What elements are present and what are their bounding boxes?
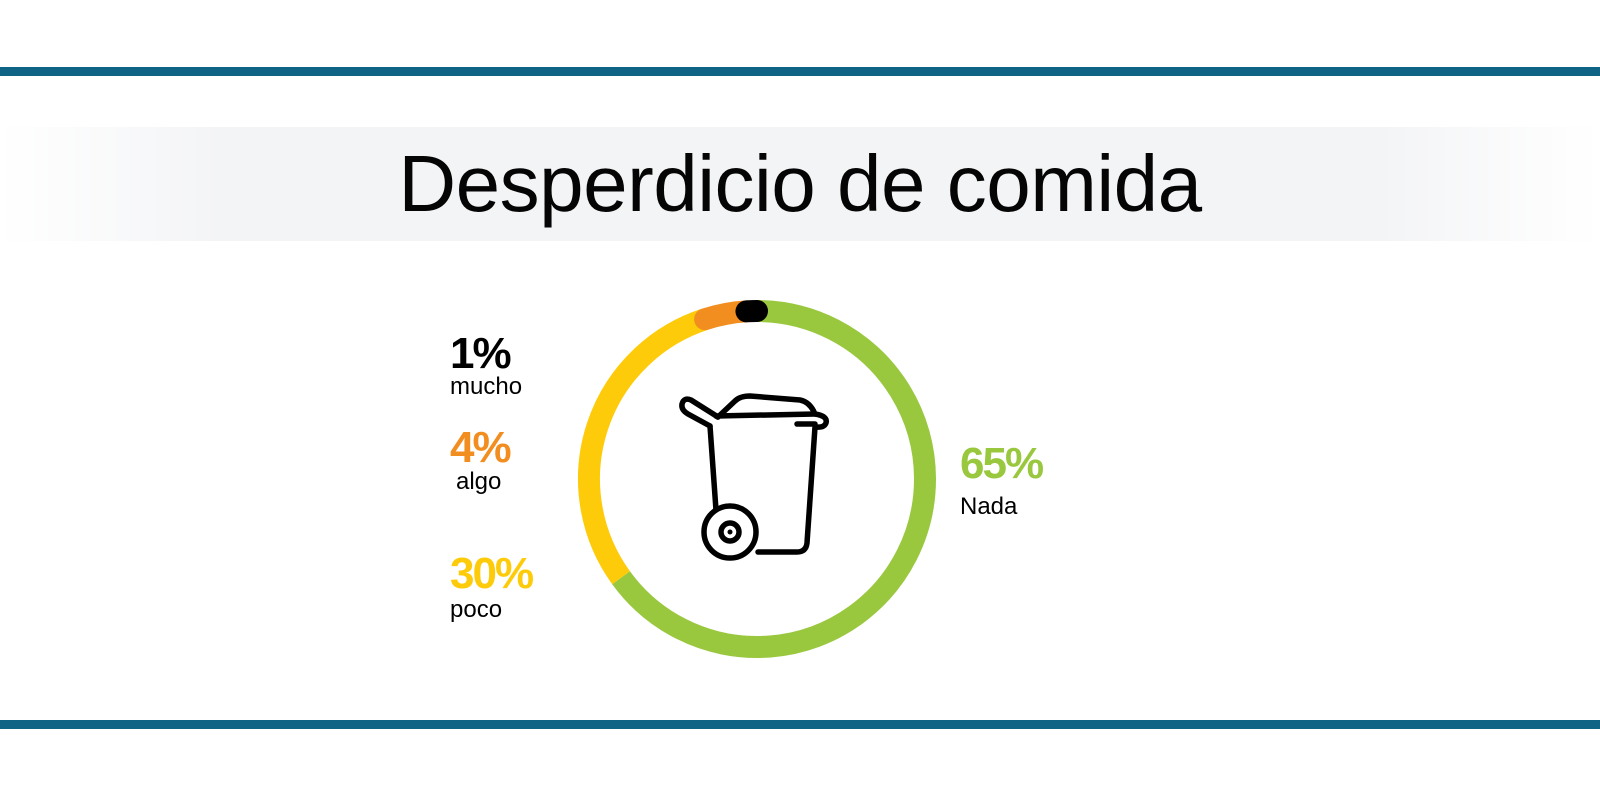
title-band (0, 127, 1600, 241)
legend-nada: 65% Nada (960, 439, 1045, 520)
trash-bin-icon (679, 393, 829, 561)
category-label-mucho: mucho (450, 373, 522, 400)
category-label-algo: algo (456, 468, 501, 495)
legend-algo: 4%algo (450, 423, 512, 495)
category-label-nada: Nada (960, 493, 1018, 520)
legend-mucho: 1%mucho (450, 329, 522, 400)
bottom-divider (0, 720, 1600, 729)
legend-poco: 30%poco (450, 549, 535, 623)
donut-ring (578, 299, 936, 658)
category-label-poco: poco (450, 596, 502, 623)
slice-nada (612, 300, 936, 658)
value-label-algo: 4% (450, 423, 510, 472)
top-divider (0, 67, 1600, 76)
value-label-poco: 30% (450, 549, 533, 598)
value-label-mucho: 1% (450, 329, 510, 378)
value-label-nada: 65% (960, 439, 1043, 488)
chart-title: Desperdicio de comida (398, 139, 1202, 228)
slice-poco (578, 308, 709, 585)
